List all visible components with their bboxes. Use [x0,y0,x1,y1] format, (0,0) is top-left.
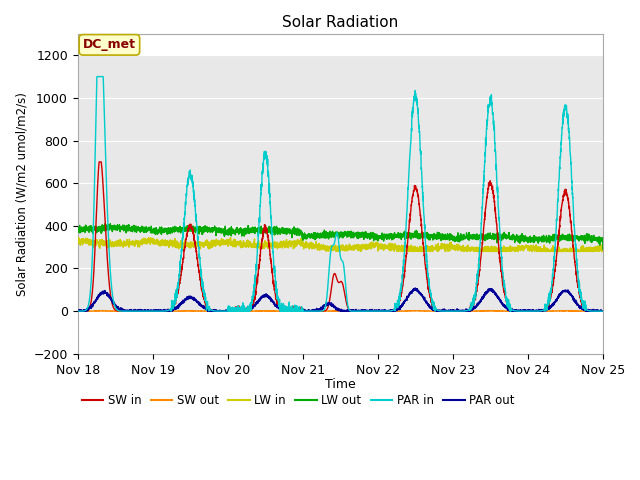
Title: Solar Radiation: Solar Radiation [282,15,398,30]
X-axis label: Time: Time [325,378,356,391]
Bar [77,55,603,311]
Legend: SW in, SW out, LW in, LW out, PAR in, PAR out: SW in, SW out, LW in, LW out, PAR in, PA… [77,389,520,412]
Y-axis label: Solar Radiation (W/m2 umol/m2/s): Solar Radiation (W/m2 umol/m2/s) [15,92,28,296]
Text: DC_met: DC_met [83,38,136,51]
